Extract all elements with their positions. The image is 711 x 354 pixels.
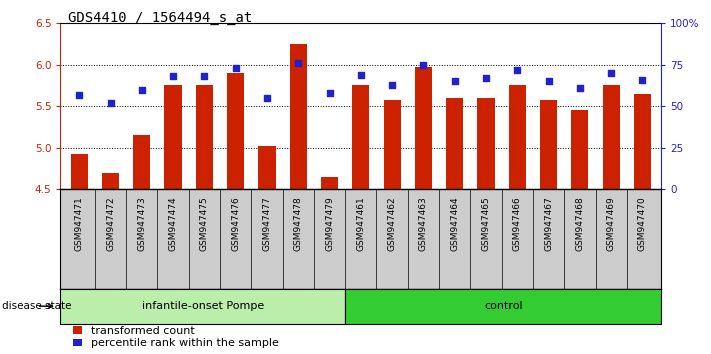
Bar	[60, 289, 345, 324]
Text: GSM947474: GSM947474	[169, 196, 178, 251]
Point	[261, 95, 272, 101]
Point	[356, 72, 367, 78]
Point	[574, 85, 586, 91]
Bar	[196, 85, 213, 189]
Point	[543, 79, 555, 84]
Point	[73, 92, 85, 97]
Bar	[70, 154, 88, 189]
Bar	[164, 85, 182, 189]
Text: GDS4410 / 1564494_s_at: GDS4410 / 1564494_s_at	[68, 11, 252, 25]
Bar	[508, 85, 526, 189]
Bar	[227, 73, 245, 189]
Text: GSM947461: GSM947461	[356, 196, 365, 251]
Bar	[602, 85, 620, 189]
Text: GSM947466: GSM947466	[513, 196, 522, 251]
Point	[387, 82, 398, 87]
Text: GSM947465: GSM947465	[481, 196, 491, 251]
Bar	[289, 44, 307, 189]
Text: GSM947469: GSM947469	[606, 196, 616, 251]
Text: GSM947473: GSM947473	[137, 196, 146, 251]
Point	[105, 100, 116, 106]
Legend: transformed count, percentile rank within the sample: transformed count, percentile rank withi…	[73, 326, 279, 348]
Bar	[540, 101, 557, 189]
Text: GSM947470: GSM947470	[638, 196, 647, 251]
Point	[230, 65, 241, 71]
Bar	[383, 101, 401, 189]
Text: GSM947478: GSM947478	[294, 196, 303, 251]
Bar	[133, 135, 151, 189]
Bar	[634, 94, 651, 189]
Point	[449, 79, 461, 84]
Text: GSM947477: GSM947477	[262, 196, 272, 251]
Point	[167, 73, 178, 79]
Point	[512, 67, 523, 73]
Bar	[345, 289, 661, 324]
Point	[292, 60, 304, 66]
Text: GSM947475: GSM947475	[200, 196, 209, 251]
Point	[481, 75, 492, 81]
Text: GSM947463: GSM947463	[419, 196, 428, 251]
Text: GSM947467: GSM947467	[544, 196, 553, 251]
Text: GSM947464: GSM947464	[450, 196, 459, 251]
Text: control: control	[484, 301, 523, 311]
Text: GSM947476: GSM947476	[231, 196, 240, 251]
Bar	[446, 98, 464, 189]
Bar	[352, 85, 370, 189]
Bar	[571, 110, 589, 189]
Text: GSM947471: GSM947471	[75, 196, 84, 251]
Bar	[258, 146, 276, 189]
Bar	[102, 173, 119, 189]
Point	[136, 87, 147, 92]
Point	[324, 90, 335, 96]
Text: GSM947462: GSM947462	[387, 196, 397, 251]
Text: infantile-onset Pompe: infantile-onset Pompe	[141, 301, 264, 311]
Text: disease state: disease state	[2, 301, 72, 311]
Bar	[321, 177, 338, 189]
Point	[637, 77, 648, 82]
Bar	[477, 98, 495, 189]
Point	[418, 62, 429, 68]
Text: GSM947472: GSM947472	[106, 196, 115, 251]
Text: GSM947468: GSM947468	[575, 196, 584, 251]
Bar	[415, 67, 432, 189]
Point	[198, 73, 210, 79]
Text: GSM947479: GSM947479	[325, 196, 334, 251]
Point	[606, 70, 617, 76]
